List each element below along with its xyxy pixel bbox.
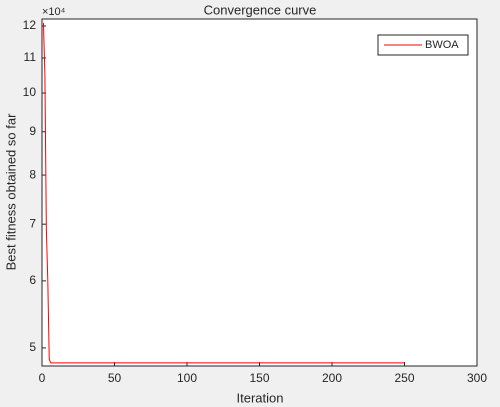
data-line [42,22,405,364]
y-tick-label: 8 [29,167,36,181]
x-tick-label: 100 [177,371,197,385]
plot-area [42,19,477,366]
legend-box [377,34,469,56]
y-tick-label: 7 [29,216,36,230]
x-tick-label: 200 [322,371,342,385]
y-tick-label: 5 [29,340,36,354]
y-tick-label: 10 [23,85,37,99]
y-tick-label: 6 [29,273,36,287]
legend-label: BWOA [425,39,459,51]
y-tick-label: 9 [29,124,36,138]
x-tick-label: 300 [467,371,487,385]
y-exponent: ×10⁴ [42,6,66,18]
x-tick-label: 50 [108,371,122,385]
x-axis-label: Iteration [237,390,284,405]
y-tick-label: 12 [23,18,37,32]
x-tick-label: 250 [394,371,414,385]
axes-box [41,18,478,367]
y-tick-label: 11 [24,50,37,64]
x-tick-label: 0 [39,371,46,385]
x-tick-label: 150 [249,371,269,385]
chart-title: Convergence curve [204,2,317,17]
y-axis-label: Best fitness obtained so far [3,113,18,270]
